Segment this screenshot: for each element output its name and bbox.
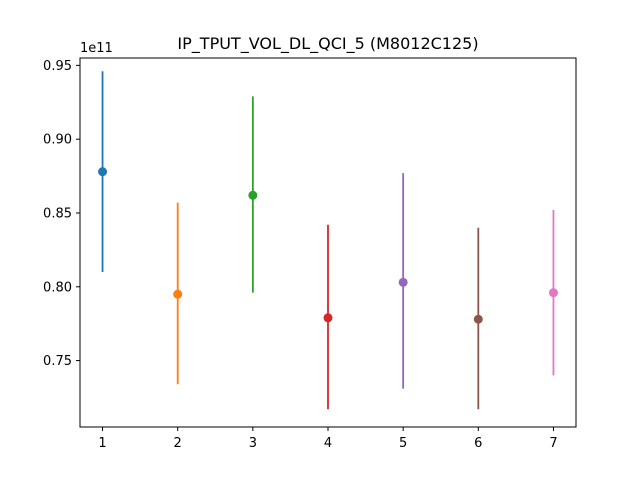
x-tick-label-1: 1 xyxy=(98,436,106,451)
chart-marks xyxy=(98,71,558,410)
mean-point-7 xyxy=(548,288,558,298)
y-tick-label-0.90: 0.90 xyxy=(43,133,72,148)
y-tick-label-0.85: 0.85 xyxy=(43,206,72,221)
x-tick-label-3: 3 xyxy=(249,436,257,451)
chart-axes: 1 2 3 4 5 6 7 0.75 0.80 0.85 0.90 0.95 xyxy=(43,57,577,451)
y-tick-label-0.95: 0.95 xyxy=(43,59,72,74)
mean-point-5 xyxy=(398,277,408,287)
y-tick-label-0.75: 0.75 xyxy=(43,354,72,369)
y-tick-label-0.80: 0.80 xyxy=(43,280,72,295)
x-tick-label-6: 6 xyxy=(474,436,482,451)
x-tick-label-7: 7 xyxy=(549,436,557,451)
chart-title: IP_TPUT_VOL_DL_QCI_5 (M8012C125) xyxy=(177,34,478,54)
x-tick-label-5: 5 xyxy=(399,436,407,451)
x-tick-label-4: 4 xyxy=(324,436,332,451)
y-offset-label: 1e11 xyxy=(80,41,113,56)
mean-point-1 xyxy=(98,167,108,177)
mean-point-3 xyxy=(248,190,258,200)
mean-point-2 xyxy=(173,289,183,299)
mean-point-4 xyxy=(323,313,333,323)
mean-point-6 xyxy=(473,314,483,324)
x-tick-label-2: 2 xyxy=(174,436,182,451)
